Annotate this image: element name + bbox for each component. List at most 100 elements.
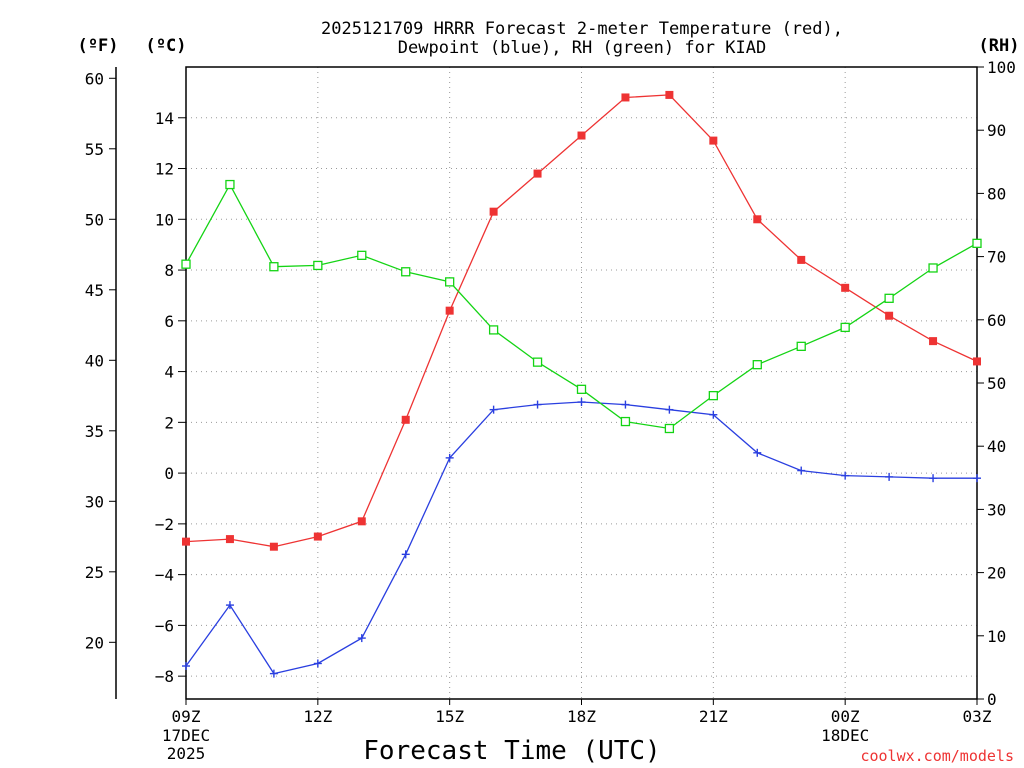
rh-tick-label: 100 (987, 58, 1016, 77)
temperature-point (753, 215, 762, 224)
rh-tick-label: 0 (987, 690, 997, 709)
dewpoint-point (357, 634, 366, 643)
rh-point (181, 259, 191, 269)
rh-point (884, 293, 894, 303)
rh-point (708, 390, 718, 401)
fahrenheit-tick-label: 35 (85, 422, 104, 441)
dewpoint-point (182, 662, 190, 671)
temperature-point (182, 537, 190, 546)
rh-tick-label: 40 (987, 437, 1006, 456)
celsius-tick-label: 8 (164, 261, 174, 280)
rh-point (664, 423, 675, 434)
x-tick-label: 21Z (699, 707, 728, 726)
temperature-point (225, 535, 234, 544)
rh-point (620, 416, 631, 427)
fahrenheit-tick-label: 55 (85, 140, 104, 159)
grid (186, 67, 977, 699)
celsius-tick-label: −4 (155, 566, 174, 585)
fahrenheit-tick-label: 25 (85, 563, 104, 582)
rh-point (576, 384, 587, 394)
rh-tick-label: 30 (987, 500, 1006, 519)
celsius-tick-label: 10 (155, 210, 174, 229)
rh-point (225, 179, 235, 190)
celsius-tick-label: −6 (155, 616, 174, 635)
rh-tick-label: 80 (987, 184, 1006, 203)
dewpoint-point (665, 405, 674, 414)
fahrenheit-tick-label: 20 (85, 633, 104, 652)
fahrenheit-tick-label: 45 (85, 281, 104, 300)
rh-point (532, 357, 543, 367)
celsius-unit-label: (ºC) (146, 36, 187, 56)
dewpoint-point (489, 405, 498, 414)
temperature-point (357, 517, 366, 526)
celsius-tick-label: −8 (155, 667, 174, 686)
rh-point (401, 267, 411, 277)
x-date-label: 17DEC (162, 726, 210, 745)
temperature-point (973, 357, 981, 366)
celsius-tick-label: 2 (164, 413, 174, 432)
dewpoint-point (313, 659, 322, 668)
rh-point (972, 238, 982, 248)
temperature-point (313, 532, 322, 541)
temperature-point (929, 337, 938, 346)
fahrenheit-unit-label: (ºF) (78, 36, 119, 56)
rh-point (269, 262, 279, 272)
dewpoint-point (709, 410, 718, 419)
axes (109, 66, 984, 705)
x-tick-label: 00Z (831, 707, 860, 726)
temperature-point (445, 306, 454, 315)
celsius-tick-label: 12 (155, 160, 174, 179)
dewpoint-point (797, 466, 806, 475)
rh-point (796, 341, 806, 351)
celsius-tick-label: 4 (164, 363, 174, 382)
x-tick-label: 12Z (303, 707, 332, 726)
celsius-tick-label: 6 (164, 312, 174, 331)
temperature-point (797, 255, 806, 264)
x-tick-label: 03Z (963, 707, 992, 726)
temperature-point (621, 93, 630, 102)
rh-tick-label: 50 (987, 374, 1006, 393)
temperature-point (489, 207, 498, 216)
fahrenheit-tick-label: 30 (85, 492, 104, 511)
dewpoint-point (225, 601, 234, 610)
dewpoint-point (621, 400, 630, 409)
rh-unit-label: (RH) (979, 36, 1020, 56)
temperature-point (577, 131, 586, 140)
dewpoint-point (841, 471, 850, 480)
rh-point (357, 250, 367, 260)
rh-point (488, 325, 499, 335)
x-tick-label: 09Z (172, 707, 201, 726)
dewpoint-point (753, 448, 762, 457)
dewpoint-point (445, 453, 454, 462)
celsius-tick-label: −2 (155, 515, 174, 534)
series (181, 90, 982, 678)
rh-point (928, 263, 938, 273)
dewpoint-point (533, 400, 542, 409)
temperature-point (841, 283, 850, 292)
x-axis-title: Forecast Time (UTC) (363, 736, 660, 766)
rh-tick-label: 90 (987, 121, 1006, 140)
dewpoint-point (973, 474, 981, 483)
temperature-point (709, 136, 718, 145)
fahrenheit-tick-label: 60 (85, 69, 104, 88)
x-year-label: 2025 (167, 744, 206, 763)
temperature-point (401, 415, 410, 424)
temperature-point (269, 542, 278, 551)
rh-tick-label: 70 (987, 248, 1006, 267)
dewpoint-point (577, 398, 586, 407)
tick-labels: 14121086420−2−4−6−8605550454035302520100… (85, 58, 1016, 763)
temperature-point (665, 90, 674, 99)
dewpoint-point (269, 669, 278, 678)
x-tick-label: 18Z (567, 707, 596, 726)
celsius-tick-label: 14 (155, 109, 174, 128)
rh-tick-label: 20 (987, 564, 1006, 583)
celsius-tick-label: 0 (164, 464, 174, 483)
rh-point (840, 322, 850, 333)
x-tick-label: 15Z (435, 707, 464, 726)
x-date-label: 18DEC (821, 726, 869, 745)
dewpoint-point (401, 550, 410, 559)
rh-tick-label: 10 (987, 627, 1006, 646)
fahrenheit-tick-label: 50 (85, 210, 104, 229)
chart-title-line1: 2025121709 HRRR Forecast 2-meter Tempera… (321, 19, 843, 39)
